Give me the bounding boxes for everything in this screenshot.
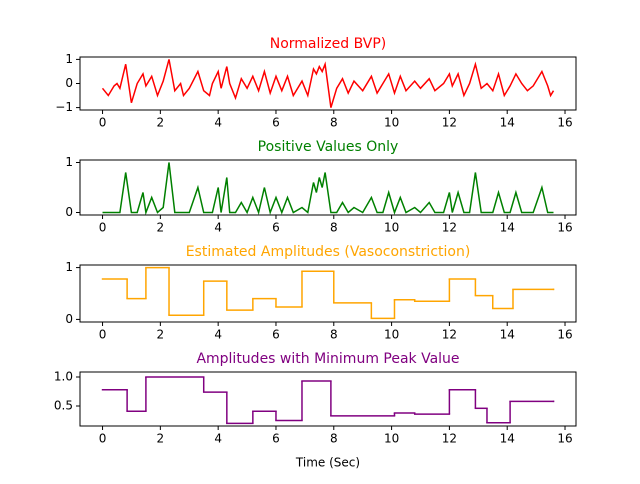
x-tick-label: 0 xyxy=(99,328,107,342)
y-tick-label: 1.0 xyxy=(54,369,73,383)
x-tick-label: 0 xyxy=(99,221,107,235)
x-tick-label: 4 xyxy=(214,221,222,235)
x-tick-label: 8 xyxy=(330,432,338,446)
x-tick-label: 2 xyxy=(157,221,165,235)
x-tick-label: 10 xyxy=(384,116,399,130)
x-tick-label: 12 xyxy=(442,116,457,130)
x-tick-label: 6 xyxy=(272,432,280,446)
x-tick-label: 10 xyxy=(384,328,399,342)
y-tick-label: −1 xyxy=(55,100,73,114)
y-tick-label: 1 xyxy=(65,52,73,66)
signal-line xyxy=(101,59,555,108)
x-tick-label: 2 xyxy=(157,116,165,130)
x-tick-label: 16 xyxy=(557,328,572,342)
subplot-title: Positive Values Only xyxy=(258,139,399,155)
axes-frame xyxy=(79,264,577,323)
subplot-title: Estimated Amplitudes (Vasoconstriction) xyxy=(186,244,471,260)
y-tick-label: 0 xyxy=(65,312,73,326)
x-tick-label: 16 xyxy=(557,116,572,130)
x-tick-label: 12 xyxy=(442,432,457,446)
axes-frame xyxy=(79,371,577,427)
x-tick-label: 16 xyxy=(557,221,572,235)
x-tick-label: 8 xyxy=(330,221,338,235)
subplot-title: Normalized BVP) xyxy=(270,36,387,52)
x-tick-label: 14 xyxy=(500,116,515,130)
x-tick-label: 4 xyxy=(214,116,222,130)
x-tick-label: 6 xyxy=(272,116,280,130)
x-tick-label: 2 xyxy=(157,432,165,446)
x-tick-label: 10 xyxy=(384,221,399,235)
y-tick-label: 0.5 xyxy=(54,398,73,412)
x-tick-label: 6 xyxy=(272,328,280,342)
y-tick-label: 1 xyxy=(65,155,73,169)
x-tick-label: 14 xyxy=(500,221,515,235)
x-tick-label: 4 xyxy=(214,432,222,446)
x-tick-label: 14 xyxy=(500,328,515,342)
x-tick-label: 0 xyxy=(99,116,107,130)
y-tick-label: 1 xyxy=(65,260,73,274)
x-tick-label: 12 xyxy=(442,221,457,235)
x-tick-label: 8 xyxy=(330,116,338,130)
x-tick-label: 12 xyxy=(442,328,457,342)
x-tick-label: 2 xyxy=(157,328,165,342)
axes-frame xyxy=(79,56,577,111)
x-tick-label: 10 xyxy=(384,432,399,446)
x-tick-label: 8 xyxy=(330,328,338,342)
x-tick-label: 4 xyxy=(214,328,222,342)
y-tick-label: 0 xyxy=(65,76,73,90)
x-tick-label: 14 xyxy=(500,432,515,446)
y-tick-label: 0 xyxy=(65,205,73,219)
signal-line xyxy=(102,162,554,216)
x-axis-label: Time (Sec) xyxy=(295,456,360,470)
x-tick-label: 6 xyxy=(272,221,280,235)
axes-frame xyxy=(79,159,577,216)
x-tick-label: 0 xyxy=(99,432,107,446)
x-tick-label: 16 xyxy=(557,432,572,446)
subplot-title: Amplitudes with Minimum Peak Value xyxy=(196,351,459,367)
